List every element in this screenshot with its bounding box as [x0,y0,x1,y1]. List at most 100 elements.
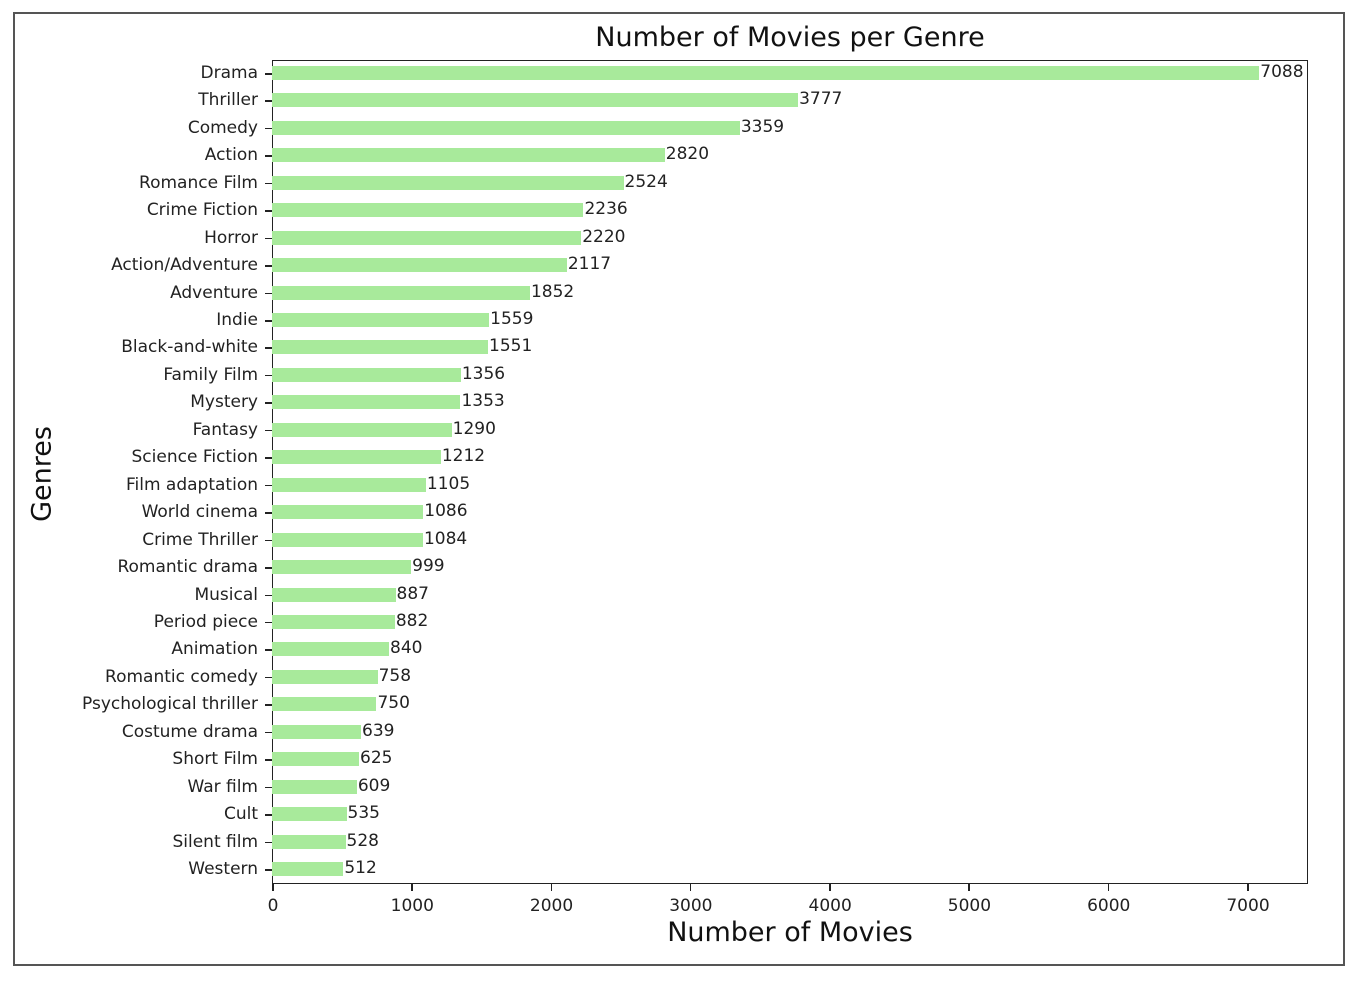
y-tick-label: Film adaptation [125,474,258,495]
y-tick [265,539,272,542]
y-tick-label: Action [204,145,258,166]
bar [272,669,378,684]
y-tick-label: Musical [194,584,258,605]
y-tick-label: Adventure [170,282,258,303]
bar [272,340,489,355]
bar-value-label: 2524 [624,171,668,192]
y-tick-label: Crime Thriller [142,529,258,550]
y-tick-label: Romantic drama [117,557,258,578]
y-tick [265,73,272,75]
x-tick [968,884,970,891]
bar-value-label: 609 [357,775,391,796]
y-tick-label: Costume drama [121,721,258,742]
x-tick-label: 2000 [529,896,574,916]
bar-value-label: 999 [412,556,445,577]
y-tick [265,621,272,624]
y-tick [265,512,272,514]
x-tick [1107,884,1110,891]
bar-value-label: 1105 [426,473,471,494]
bar [272,532,423,547]
bar-value-label: 1212 [441,446,486,467]
bar-value-label: 625 [360,748,393,769]
y-tick-label: World cinema [141,502,258,523]
bar [272,450,441,465]
x-tick-label: 3000 [669,896,713,916]
bar-value-label: 1559 [490,309,534,330]
y-tick [265,347,272,349]
bar [272,587,396,602]
bar [272,93,799,108]
x-tick [272,884,274,891]
y-tick-label: Indie [216,310,258,331]
bar-value-label: 750 [377,693,410,714]
bar [272,862,344,876]
y-tick [265,786,272,789]
x-tick [1247,884,1249,891]
y-tick [265,649,272,651]
bar-value-label: 1356 [461,363,506,384]
y-tick-label: Crime Fiction [146,200,258,221]
plot-area [272,60,1308,884]
bar [272,367,461,382]
y-tick-label: Drama [200,63,258,83]
bar-value-label: 3777 [799,89,843,110]
y-tick [265,484,272,487]
bar [272,614,395,629]
x-tick [689,884,692,891]
bar [272,120,740,135]
x-tick [411,884,413,891]
y-tick-label: Science Fiction [131,447,258,468]
bar-value-label: 2236 [584,199,628,220]
bar-value-label: 3359 [740,116,785,137]
bar [272,175,624,190]
y-tick [265,402,272,404]
y-tick [265,869,272,871]
bar [272,258,567,273]
bar-value-label: 1290 [452,418,496,439]
bar-value-label: 882 [395,610,429,631]
bar-value-label: 1551 [489,336,533,357]
bar [272,395,461,410]
figure-frame [13,12,1345,966]
y-tick [265,731,272,734]
y-tick [265,594,272,597]
y-tick-label: Horror [204,227,258,248]
bar [272,285,530,300]
y-tick-label: Thriller [198,90,258,111]
x-tick [550,884,553,891]
bar [272,313,490,328]
bar [272,560,412,575]
x-tick-label: 6000 [1087,896,1131,916]
y-tick-label: Fantasy [192,419,258,440]
y-tick [265,100,272,102]
y-tick-label: Psychological thriller [82,694,258,715]
bar [272,807,347,822]
bar-value-label: 840 [390,638,423,659]
bar-value-label: 1353 [461,391,505,412]
y-tick-label: Animation [171,639,258,660]
x-axis-label: Number of Movies [667,917,913,948]
y-tick-label: Romance Film [139,172,258,193]
y-tick [265,210,272,212]
y-tick-label: War film [187,776,258,797]
y-tick [265,567,272,569]
y-tick [265,292,272,295]
bar-value-label: 758 [378,665,412,686]
x-tick [829,884,831,891]
bar [272,724,361,739]
bar-value-label: 512 [344,858,377,878]
y-tick-label: Western [188,859,258,879]
y-tick-label: Mystery [190,392,258,413]
bar-value-label: 887 [396,583,429,604]
y-tick [265,155,272,157]
x-tick-label: 7000 [1226,896,1270,916]
bar-value-label: 7088 [1260,62,1304,82]
x-tick-label: 5000 [947,896,992,916]
y-tick [265,676,272,679]
y-tick [265,814,272,816]
y-tick [265,182,272,185]
x-tick-label: 1000 [390,896,434,916]
bar [272,230,582,245]
y-tick [265,704,272,706]
chart-title: Number of Movies per Genre [595,22,985,53]
